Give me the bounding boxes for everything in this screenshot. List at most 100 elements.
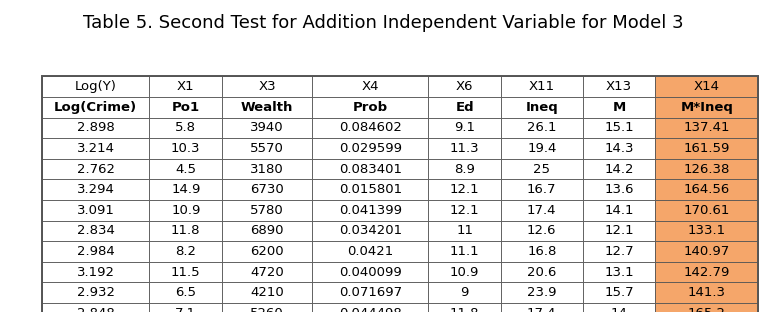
Text: X11: X11 [529, 80, 555, 93]
Bar [582, 221, 656, 241]
Text: 14.1: 14.1 [604, 204, 633, 217]
Bar [149, 76, 222, 97]
Bar [501, 262, 582, 282]
Bar [313, 118, 428, 138]
Bar [313, 97, 428, 118]
Bar [582, 303, 656, 312]
Bar [313, 159, 428, 179]
Bar [42, 118, 149, 138]
Bar [656, 303, 758, 312]
Text: 12.1: 12.1 [604, 224, 633, 237]
Text: 3.214: 3.214 [77, 142, 115, 155]
Text: 3.192: 3.192 [77, 266, 115, 279]
Bar [656, 179, 758, 200]
Text: 15.1: 15.1 [604, 121, 633, 134]
Text: 0.034201: 0.034201 [339, 224, 402, 237]
Bar [149, 262, 222, 282]
Text: 161.59: 161.59 [684, 142, 730, 155]
Bar [501, 200, 582, 221]
Text: 6890: 6890 [250, 224, 284, 237]
Text: Wealth: Wealth [241, 101, 293, 114]
Text: 0.071697: 0.071697 [339, 286, 402, 299]
Bar [656, 262, 758, 282]
Bar [313, 138, 428, 159]
Text: 4.5: 4.5 [175, 163, 196, 176]
Text: 3180: 3180 [250, 163, 284, 176]
Bar [501, 118, 582, 138]
Text: 26.1: 26.1 [527, 121, 557, 134]
Bar [222, 97, 313, 118]
Text: 141.3: 141.3 [688, 286, 726, 299]
Bar [656, 97, 758, 118]
Bar [582, 200, 656, 221]
Bar [656, 118, 758, 138]
Bar [42, 200, 149, 221]
Bar [149, 138, 222, 159]
Bar [656, 138, 758, 159]
Bar [149, 282, 222, 303]
Text: 0.084602: 0.084602 [339, 121, 401, 134]
Bar [501, 282, 582, 303]
Bar [582, 138, 656, 159]
Text: 6.5: 6.5 [175, 286, 196, 299]
Bar [313, 241, 428, 262]
Bar [42, 159, 149, 179]
Bar [501, 76, 582, 97]
Text: M: M [612, 101, 626, 114]
Text: 13.6: 13.6 [604, 183, 633, 196]
Bar [501, 241, 582, 262]
Bar [222, 159, 313, 179]
Bar [222, 221, 313, 241]
Bar [222, 76, 313, 97]
Text: 4720: 4720 [250, 266, 284, 279]
Text: 14: 14 [611, 307, 627, 312]
Text: Table 5. Second Test for Addition Independent Variable for Model 3: Table 5. Second Test for Addition Indepe… [83, 14, 683, 32]
Text: 140.97: 140.97 [684, 245, 730, 258]
Text: 0.040099: 0.040099 [339, 266, 401, 279]
Text: 11.8: 11.8 [450, 307, 480, 312]
Bar [501, 138, 582, 159]
Text: 9: 9 [460, 286, 469, 299]
Bar [501, 97, 582, 118]
Bar [313, 221, 428, 241]
Text: 16.7: 16.7 [527, 183, 557, 196]
Bar [313, 282, 428, 303]
Bar [428, 76, 501, 97]
Text: 0.0421: 0.0421 [347, 245, 393, 258]
Bar [582, 282, 656, 303]
Text: 164.56: 164.56 [684, 183, 730, 196]
Bar [656, 282, 758, 303]
Text: 3.294: 3.294 [77, 183, 115, 196]
Bar [428, 282, 501, 303]
Bar [313, 76, 428, 97]
Text: 12.7: 12.7 [604, 245, 633, 258]
Text: 10.9: 10.9 [171, 204, 201, 217]
Text: 5780: 5780 [250, 204, 284, 217]
Bar [149, 303, 222, 312]
Text: 10.3: 10.3 [171, 142, 201, 155]
Text: X6: X6 [456, 80, 473, 93]
Bar [149, 159, 222, 179]
Text: 14.3: 14.3 [604, 142, 633, 155]
Text: 13.1: 13.1 [604, 266, 633, 279]
Bar [313, 200, 428, 221]
Bar [222, 138, 313, 159]
Text: X3: X3 [258, 80, 276, 93]
Bar [501, 303, 582, 312]
Text: 2.834: 2.834 [77, 224, 115, 237]
Bar [42, 303, 149, 312]
Bar [42, 179, 149, 200]
Text: 0.083401: 0.083401 [339, 163, 401, 176]
Text: 0.044498: 0.044498 [339, 307, 401, 312]
Bar [222, 282, 313, 303]
Text: 14.9: 14.9 [171, 183, 201, 196]
Text: 10.9: 10.9 [450, 266, 480, 279]
Bar [582, 179, 656, 200]
Text: 2.898: 2.898 [77, 121, 115, 134]
Text: 11.8: 11.8 [171, 224, 201, 237]
Bar [582, 97, 656, 118]
Text: 20.6: 20.6 [527, 266, 556, 279]
Text: Log(Y): Log(Y) [75, 80, 116, 93]
Bar [428, 303, 501, 312]
Bar [428, 97, 501, 118]
